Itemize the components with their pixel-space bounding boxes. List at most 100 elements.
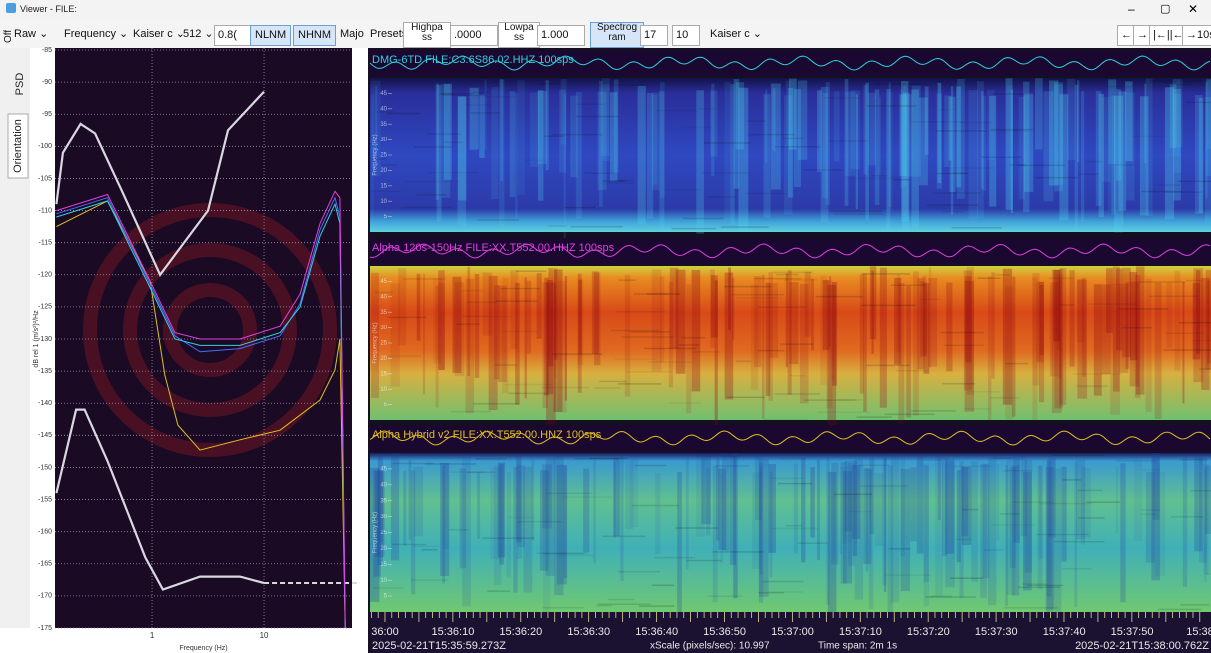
spectrogram-texture bbox=[417, 274, 421, 341]
spectrogram-texture bbox=[784, 95, 792, 215]
spectrogram-texture bbox=[403, 471, 406, 546]
spectrogram-texture bbox=[1180, 604, 1209, 606]
spectrogram-texture bbox=[466, 104, 491, 106]
spectrogram-texture bbox=[901, 81, 908, 221]
spectrogram-texture bbox=[1037, 282, 1044, 363]
spectrogram-texture bbox=[411, 579, 449, 581]
spectrogram-texture bbox=[829, 276, 831, 347]
overlap-input[interactable]: 0.8( bbox=[214, 25, 254, 46]
spec-param-2[interactable]: 10 bbox=[672, 25, 700, 46]
spectrogram-texture bbox=[1035, 78, 1043, 149]
y-tick-label: -160 bbox=[38, 529, 52, 536]
spectrogram-texture bbox=[1132, 136, 1162, 138]
nhnm-button[interactable]: NHNM bbox=[293, 25, 336, 46]
y-tick-label: -120 bbox=[38, 272, 52, 279]
spectrogram-texture bbox=[773, 272, 812, 274]
spectrogram-label: Spectrog ram bbox=[597, 22, 637, 43]
spectrogram-texture bbox=[1186, 102, 1211, 104]
spectrogram-texture bbox=[1180, 459, 1207, 461]
spectrogram-toggle[interactable]: Spectrog ram bbox=[590, 22, 644, 48]
nlnm-button[interactable]: NLNM bbox=[250, 25, 291, 46]
tab-orientation[interactable]: Orientation bbox=[12, 119, 24, 173]
axis-select[interactable]: Frequency ⌄ bbox=[64, 25, 128, 44]
window-value: Kaiser c bbox=[133, 28, 173, 40]
spectrogram-texture bbox=[1006, 78, 1013, 209]
spectrogram-texture bbox=[1207, 79, 1211, 149]
spectrogram-texture bbox=[801, 458, 805, 562]
spectrogram-texture bbox=[992, 524, 1035, 526]
spectrogram-texture bbox=[977, 278, 1000, 280]
spectrogram-texture bbox=[437, 85, 442, 221]
spectrogram-texture bbox=[626, 371, 672, 373]
spectrogram-texture bbox=[466, 302, 496, 304]
spec-param-1[interactable]: 17 bbox=[640, 25, 668, 46]
lowpass-input[interactable]: 1.000 bbox=[537, 25, 585, 46]
spectrogram-texture bbox=[869, 470, 873, 609]
spectrogram-texture bbox=[594, 387, 620, 389]
spectrogram-texture bbox=[502, 331, 538, 333]
spectrogram-texture bbox=[1070, 270, 1075, 366]
mode-select[interactable]: Raw ⌄ bbox=[14, 25, 48, 44]
spectrogram-texture bbox=[516, 271, 546, 273]
spectrogram-texture bbox=[444, 84, 452, 180]
y-tick-label: -140 bbox=[38, 400, 52, 407]
spectrogram-texture bbox=[889, 548, 911, 550]
window-select[interactable]: Kaiser c ⌄ bbox=[133, 25, 185, 44]
spectrogram-texture bbox=[933, 192, 981, 194]
presets-button[interactable]: Presets bbox=[370, 25, 407, 44]
time-tick-label: 15:36:20 bbox=[499, 626, 542, 638]
channel-label: Alpha Hybrid v2 FILE:XX.T552.00.HNZ 100s… bbox=[372, 429, 602, 441]
spectrogram-texture bbox=[852, 465, 860, 539]
spectrogram-texture bbox=[655, 557, 695, 559]
spectrogram-texture bbox=[891, 284, 925, 286]
spectrogram-texture bbox=[924, 459, 942, 461]
y-tick-label: -170 bbox=[38, 593, 52, 600]
spectrogram-texture bbox=[476, 458, 507, 460]
nav-step[interactable]: →10s bbox=[1182, 25, 1211, 46]
highpass-toggle[interactable]: Highpa ss bbox=[403, 22, 451, 48]
spectrogram-texture bbox=[1141, 509, 1161, 511]
spectrogram-texture bbox=[977, 81, 984, 218]
time-tick-label: 15:36:30 bbox=[567, 626, 610, 638]
spectrogram-texture bbox=[993, 93, 1035, 95]
spectrogram-texture bbox=[1022, 583, 1047, 585]
spectrogram-texture bbox=[1023, 472, 1032, 591]
spectrogram-texture bbox=[848, 511, 871, 512]
spectrogram-texture bbox=[462, 456, 471, 607]
highpass-value: .0000 bbox=[454, 29, 482, 41]
spectrogram-texture bbox=[937, 173, 968, 175]
spectrogram-texture bbox=[868, 93, 876, 165]
spectrogram-texture bbox=[491, 87, 498, 199]
spectrogram-texture bbox=[823, 97, 861, 99]
spec-window-select[interactable]: Kaiser c ⌄ bbox=[710, 25, 762, 44]
spectrogram-texture bbox=[593, 460, 596, 563]
spectrogram-texture bbox=[1207, 280, 1210, 363]
spectrogram-texture bbox=[885, 414, 935, 416]
spectrogram-texture bbox=[701, 455, 710, 524]
spectrogram-texture bbox=[370, 191, 401, 193]
spectrogram-texture bbox=[584, 172, 613, 174]
spectrogram-texture bbox=[823, 93, 828, 198]
spectrogram-texture bbox=[652, 269, 662, 371]
spectrogram-texture bbox=[495, 300, 537, 302]
spectrogram-texture bbox=[1122, 327, 1152, 329]
nfft-select[interactable]: 512 ⌄ bbox=[183, 25, 214, 44]
spectrogram-texture bbox=[436, 286, 439, 408]
spectrogram-texture bbox=[938, 455, 941, 520]
tab-psd[interactable]: PSD bbox=[14, 73, 26, 96]
lowpass-toggle[interactable]: Lowpa ss bbox=[498, 22, 540, 48]
freq-tick-label: 30 bbox=[380, 514, 387, 520]
spectrogram-texture bbox=[1146, 279, 1152, 412]
spectrogram-texture bbox=[657, 110, 698, 112]
major-toggle[interactable]: Majo bbox=[340, 25, 368, 44]
spectrogram-texture bbox=[1004, 470, 1033, 472]
spectrogram-texture bbox=[681, 337, 706, 339]
spectrogram-texture bbox=[746, 193, 787, 195]
spectrogram-texture bbox=[718, 469, 726, 550]
freq-tick-label: 20 bbox=[380, 546, 387, 552]
spectrogram-texture bbox=[1039, 503, 1092, 505]
spectrogram-texture bbox=[404, 181, 458, 183]
spectrogram-texture bbox=[602, 536, 646, 538]
highpass-input[interactable]: .0000 bbox=[450, 25, 498, 46]
spectrogram-texture bbox=[507, 472, 511, 577]
